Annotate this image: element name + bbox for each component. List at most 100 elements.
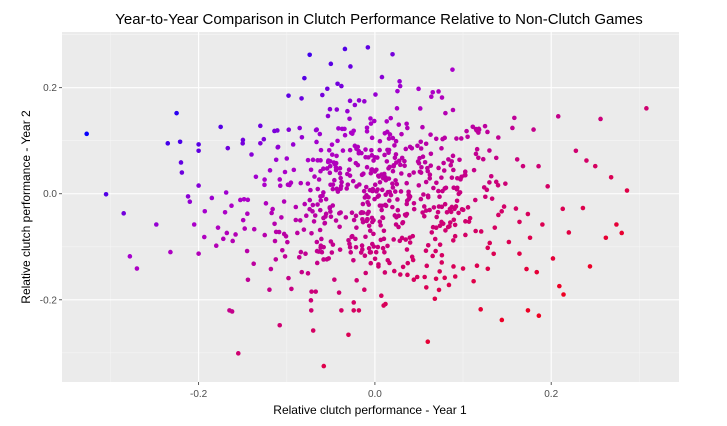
scatter-point <box>235 351 241 356</box>
scatter-point <box>399 131 404 137</box>
scatter-point <box>405 272 410 278</box>
scatter-point <box>434 214 439 220</box>
scatter-point <box>353 213 359 219</box>
scatter-point <box>335 81 340 87</box>
scatter-point <box>525 211 531 217</box>
scatter-point <box>302 75 307 81</box>
scatter-point <box>318 198 324 203</box>
scatter-point <box>432 236 438 242</box>
scatter-point <box>262 232 268 238</box>
scatter-point <box>321 257 326 262</box>
scatter-point <box>323 196 329 202</box>
scatter-point <box>366 202 372 207</box>
scatter-point <box>337 171 343 176</box>
scatter-point <box>561 292 566 297</box>
scatter-point <box>187 199 193 204</box>
scatter-point <box>489 196 495 201</box>
scatter-point <box>178 160 184 165</box>
scatter-point <box>420 210 425 215</box>
scatter-point <box>451 167 456 173</box>
scatter-point <box>484 187 490 193</box>
scatter-point <box>314 139 319 145</box>
scatter-point <box>312 174 317 179</box>
scatter-point <box>644 106 649 111</box>
scatter-point <box>314 260 320 266</box>
scatter-point <box>496 135 501 140</box>
scatter-point <box>422 159 428 165</box>
scatter-point <box>376 262 381 267</box>
scatter-point <box>427 176 433 181</box>
scatter-point <box>365 216 370 222</box>
scatter-point <box>301 227 307 232</box>
scatter-point <box>330 182 336 187</box>
scatter-point <box>281 199 287 204</box>
scatter-point <box>362 253 368 259</box>
scatter-point <box>450 67 455 72</box>
scatter-point <box>368 116 373 121</box>
scatter-point <box>442 186 448 191</box>
x-tick-label: 0.2 <box>544 389 558 400</box>
scatter-point <box>524 266 529 272</box>
scatter-point <box>555 114 561 119</box>
scatter-point <box>315 158 320 163</box>
scatter-point <box>319 249 325 255</box>
scatter-point <box>317 227 323 233</box>
scatter-point <box>315 186 321 192</box>
scatter-point <box>417 155 422 161</box>
scatter-point <box>411 206 417 212</box>
scatter-point <box>380 245 386 251</box>
scatter-point <box>272 221 277 227</box>
scatter-point <box>598 116 603 122</box>
scatter-point <box>452 222 458 228</box>
scatter-point <box>174 110 179 116</box>
scatter-point <box>368 260 374 266</box>
scatter-point <box>280 248 285 253</box>
scatter-point <box>450 238 456 243</box>
scatter-point <box>439 95 445 100</box>
scatter-point <box>325 86 330 92</box>
scatter-point <box>351 217 357 223</box>
scatter-point <box>298 180 304 186</box>
scatter-point <box>460 207 466 213</box>
scatter-point <box>359 243 365 248</box>
scatter-point <box>460 266 466 271</box>
scatter-point <box>395 88 400 94</box>
scatter-point <box>416 183 422 188</box>
scatter-point <box>466 219 472 224</box>
scatter-point <box>202 208 208 214</box>
scatter-point <box>439 260 445 265</box>
scatter-point <box>435 209 441 215</box>
scatter-point <box>397 83 403 89</box>
scatter-point <box>443 110 448 116</box>
scatter-point <box>364 125 370 131</box>
scatter-point <box>377 219 383 225</box>
scatter-point <box>360 216 365 222</box>
scatter-point <box>310 202 316 208</box>
scatter-point <box>321 363 327 369</box>
scatter-point <box>587 264 593 269</box>
scatter-point <box>474 146 480 152</box>
scatter-point <box>437 242 443 247</box>
scatter-point <box>407 172 412 178</box>
scatter-point <box>332 177 337 183</box>
scatter-point <box>363 270 369 276</box>
scatter-point <box>407 240 413 245</box>
scatter-point <box>584 158 589 163</box>
scatter-point <box>423 208 429 213</box>
scatter-point <box>550 256 556 261</box>
scatter-point <box>396 224 401 230</box>
scatter-point <box>512 115 517 121</box>
scatter-point <box>293 204 299 210</box>
scatter-point <box>245 211 250 217</box>
scatter-point <box>405 260 411 266</box>
scatter-point <box>439 204 445 210</box>
scatter-point <box>430 89 436 95</box>
scatter-point <box>424 263 430 269</box>
scatter-point <box>342 126 347 132</box>
scatter-point <box>327 106 333 112</box>
scatter-point <box>363 154 368 160</box>
scatter-point <box>398 162 403 168</box>
scatter-point <box>346 237 351 243</box>
x-axis-label: Relative clutch performance - Year 1 <box>273 403 467 417</box>
scatter-point <box>309 289 314 294</box>
